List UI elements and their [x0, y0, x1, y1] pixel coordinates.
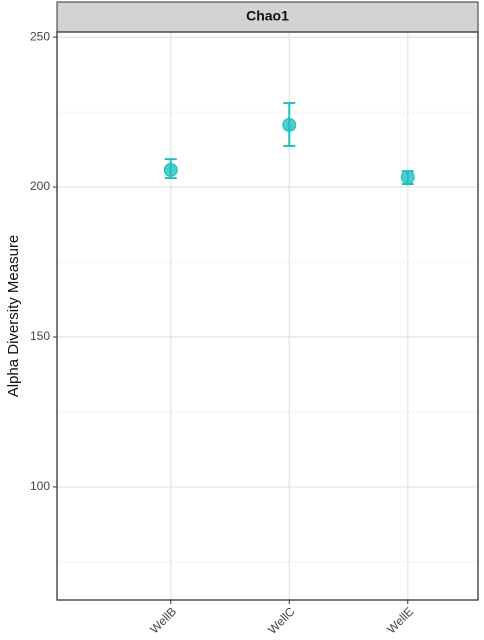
- x-tick-label: WellB: [147, 604, 179, 636]
- marks: [163, 102, 415, 186]
- y-tick-label: 100: [30, 479, 50, 493]
- point: [282, 117, 297, 132]
- grid: 100 150 200 250 WellB WellC WellE: [30, 29, 478, 637]
- chart-title: Chao1: [246, 8, 289, 24]
- strip: [56, 1, 479, 33]
- y-tick-label: 150: [30, 329, 50, 343]
- x-tick-label: WellC: [265, 604, 298, 637]
- y-tick-label: 250: [30, 29, 50, 43]
- point: [163, 162, 178, 177]
- panel-border: [56, 31, 479, 601]
- point: [400, 170, 415, 185]
- y-axis-title: Alpha Diversity Measure: [5, 235, 22, 398]
- x-tick-label: WellE: [384, 604, 416, 636]
- y-tick-label: 200: [30, 179, 50, 193]
